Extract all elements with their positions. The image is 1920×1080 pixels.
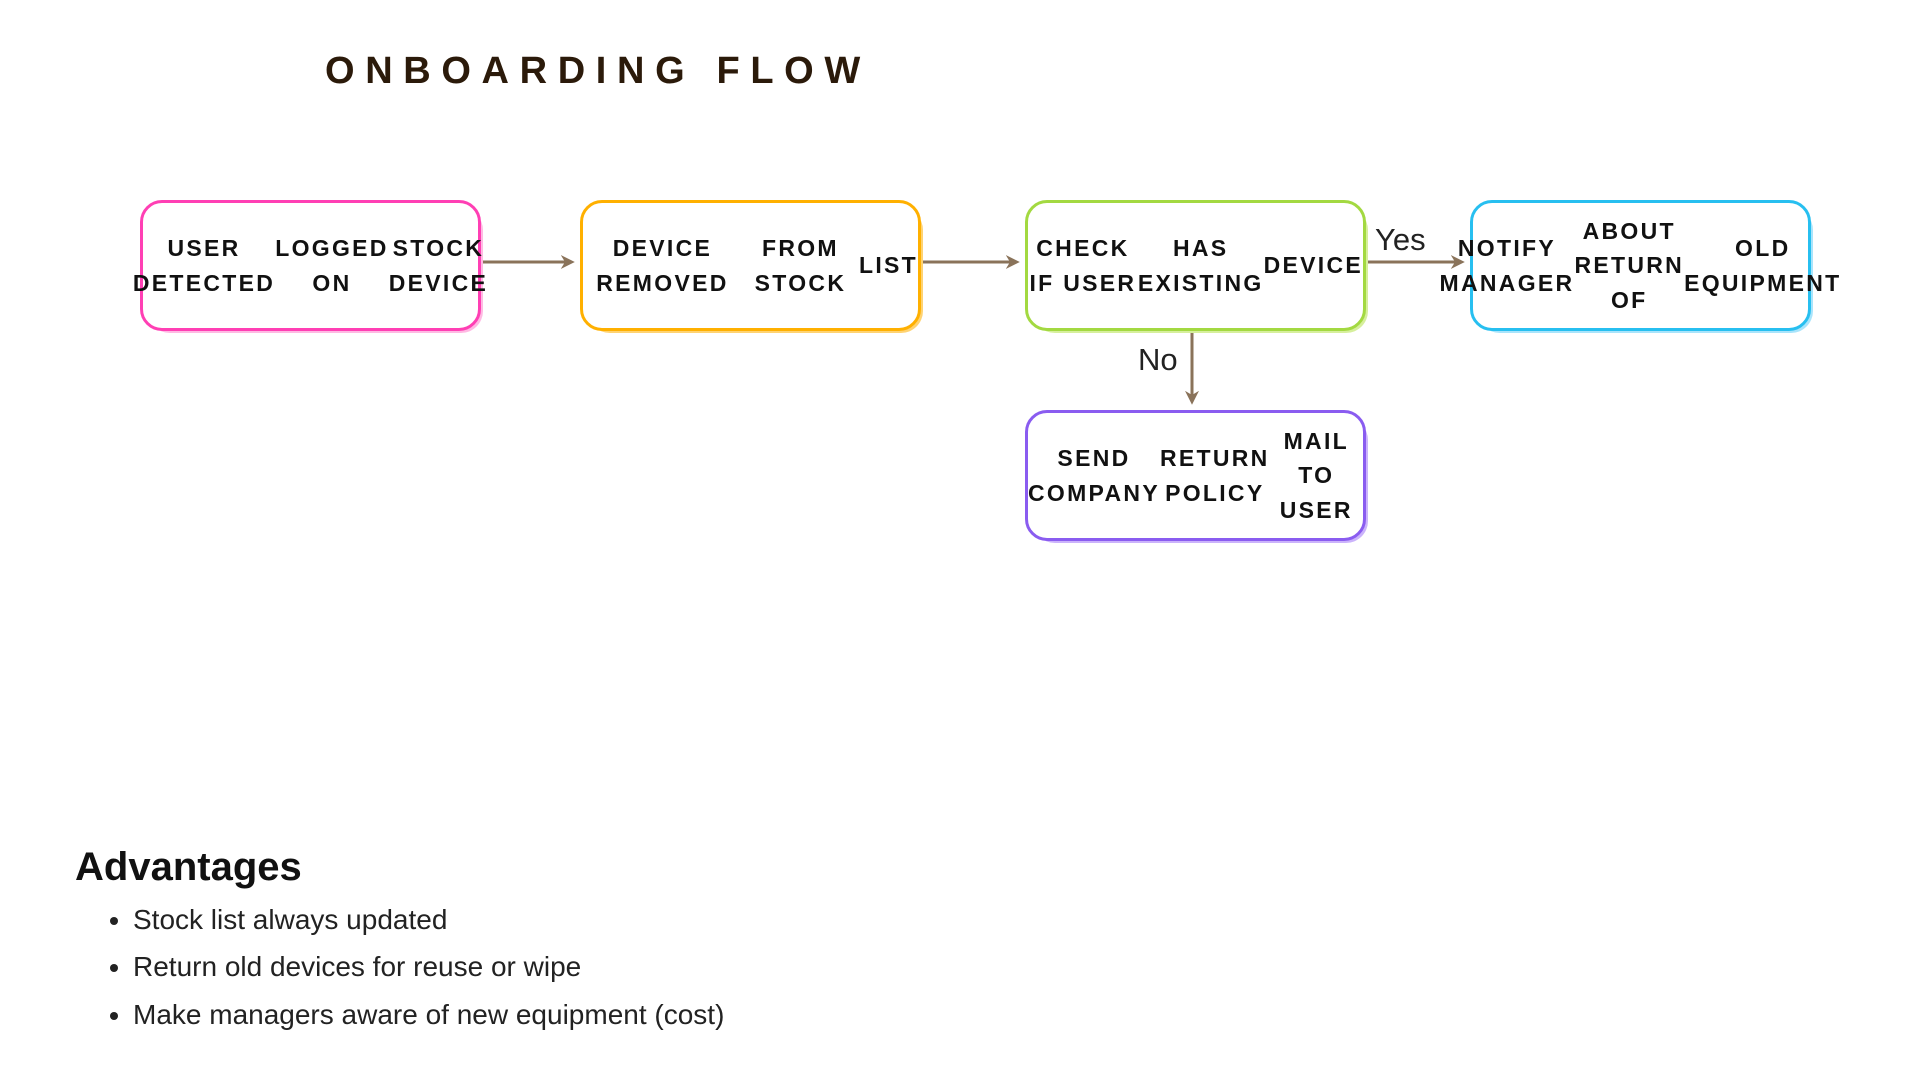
flow-node-n4: NOTIFY MANAGERABOUT RETURN OFOLD EQUIPME… xyxy=(1470,200,1805,325)
advantages-list: Stock list always updatedReturn old devi… xyxy=(105,898,724,1040)
advantage-item: Make managers aware of new equipment (co… xyxy=(133,993,724,1036)
flow-node-n1: USER DETECTEDLOGGED ONSTOCK DEVICE xyxy=(140,200,475,325)
flow-node-n5: SEND COMPANYRETURN POLICYMAIL TO USER xyxy=(1025,410,1360,535)
edge-label-no: No xyxy=(1138,342,1178,378)
advantage-item: Return old devices for reuse or wipe xyxy=(133,945,724,988)
flow-node-box: USER DETECTEDLOGGED ONSTOCK DEVICE xyxy=(140,200,481,331)
flow-node-box: CHECK IF USERHAS EXISTINGDEVICE xyxy=(1025,200,1366,331)
advantages-heading: Advantages xyxy=(75,845,302,890)
flow-node-n3: CHECK IF USERHAS EXISTINGDEVICE xyxy=(1025,200,1360,325)
edge-label-yes: Yes xyxy=(1375,222,1426,258)
advantage-item: Stock list always updated xyxy=(133,898,724,941)
flow-node-box: DEVICE REMOVEDFROM STOCKLIST xyxy=(580,200,921,331)
flow-node-box: SEND COMPANYRETURN POLICYMAIL TO USER xyxy=(1025,410,1366,541)
page-title: ONBOARDING FLOW xyxy=(325,50,871,93)
flow-node-box: NOTIFY MANAGERABOUT RETURN OFOLD EQUIPME… xyxy=(1470,200,1811,331)
flow-node-n2: DEVICE REMOVEDFROM STOCKLIST xyxy=(580,200,915,325)
